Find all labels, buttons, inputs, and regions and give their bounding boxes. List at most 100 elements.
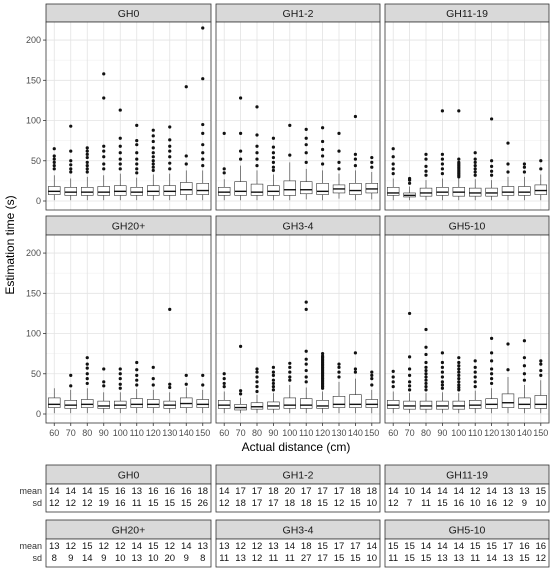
- outlier-point: [473, 157, 477, 161]
- box-130: [163, 307, 176, 414]
- outlier-point: [201, 157, 205, 161]
- box-iqr: [196, 399, 209, 408]
- panel-GH5-10: GH5-10 60 70 80 90 100 110 120 130 140 150: [384, 215, 550, 438]
- box-iqr: [518, 186, 531, 196]
- table-strip-label: GH3-4: [283, 524, 314, 536]
- shared-axes: Estimation time (s) Actual distance (cm): [3, 195, 350, 454]
- sd-value: 15: [148, 498, 159, 509]
- box-80: [419, 152, 433, 201]
- mean-value: 13: [131, 486, 142, 497]
- outlier-point: [506, 162, 510, 166]
- outlier-point: [118, 144, 122, 148]
- x-tick-label: 110: [299, 428, 313, 438]
- outlier-point: [69, 163, 73, 167]
- outlier-point: [539, 359, 543, 363]
- sd-value: 9: [522, 498, 527, 509]
- outlier-point: [424, 352, 428, 357]
- outlier-point: [271, 165, 275, 169]
- box-120: [485, 336, 498, 414]
- box-70: [403, 311, 416, 414]
- outlier-point: [353, 367, 357, 371]
- mean-value: 17: [235, 486, 246, 497]
- outlier-point: [506, 170, 510, 174]
- outlier-point: [408, 311, 412, 316]
- outlier-point: [522, 162, 527, 166]
- box-130: [501, 141, 515, 201]
- outlier-point: [506, 368, 510, 372]
- box-110: [130, 123, 143, 201]
- mean-value: 14: [454, 541, 465, 552]
- outlier-point: [473, 151, 477, 155]
- mean-value: 15: [98, 486, 109, 497]
- box-iqr: [196, 182, 209, 195]
- box-140: [180, 85, 193, 201]
- x-tick-label: 120: [146, 428, 161, 438]
- x-tick-label: 80: [421, 428, 431, 438]
- box-150: [365, 155, 379, 200]
- outlier-point: [118, 386, 122, 390]
- mean-value: 17: [252, 486, 263, 497]
- outlier-point: [539, 373, 543, 377]
- outlier-point: [271, 388, 275, 392]
- box-140: [518, 162, 531, 201]
- outlier-point: [135, 378, 139, 382]
- outlier-point: [135, 171, 139, 175]
- y-tick-label: 200: [26, 35, 41, 45]
- outlier-point: [135, 368, 139, 372]
- box-iqr: [48, 397, 61, 408]
- outlier-point: [184, 85, 188, 89]
- mean-value: 16: [181, 486, 192, 497]
- table-strip-label: GH20+: [112, 524, 146, 536]
- outlier-point: [135, 143, 139, 147]
- sd-value: 27: [301, 553, 312, 564]
- outlier-point: [337, 370, 341, 374]
- outlier-point: [271, 151, 275, 155]
- mean-value: 14: [421, 486, 432, 497]
- box-120: [316, 352, 329, 414]
- boxplot-panels: GH0 0 50 100 150 200 GH1-2 GH11-19 GH20+ 0 50 100 15…: [26, 3, 550, 438]
- box-iqr: [64, 187, 77, 196]
- box-90: [97, 72, 110, 201]
- outlier-point: [151, 146, 155, 150]
- outlier-point: [102, 149, 106, 153]
- outlier-point: [408, 181, 412, 185]
- outlier-point: [222, 167, 226, 171]
- box-iqr: [485, 187, 498, 197]
- outlier-point: [85, 372, 89, 376]
- outlier-point: [408, 388, 412, 392]
- outlier-point: [184, 162, 188, 166]
- outlier-point: [337, 160, 341, 164]
- outlier-point: [102, 167, 106, 171]
- outlier-point: [440, 370, 444, 374]
- table-body: [215, 538, 381, 568]
- mean-value: 14: [486, 486, 497, 497]
- box-iqr: [436, 187, 449, 196]
- outlier-point: [184, 154, 188, 158]
- box-iqr: [452, 400, 466, 410]
- box-80: [81, 146, 94, 201]
- y-tick-label: 100: [26, 116, 41, 126]
- outlier-point: [337, 131, 341, 136]
- box-iqr: [64, 400, 77, 409]
- outlier-point: [168, 307, 172, 311]
- outlier-point: [151, 159, 155, 163]
- sd-value: 15: [404, 553, 415, 564]
- box-iqr: [97, 186, 110, 196]
- outlier-point: [424, 169, 428, 173]
- outlier-point: [370, 155, 374, 160]
- outlier-point: [424, 360, 428, 365]
- outlier-point: [440, 162, 444, 166]
- box-140: [518, 339, 531, 414]
- box-110: [468, 359, 482, 414]
- outlier-point: [490, 372, 494, 376]
- mean-value: 15: [470, 541, 481, 552]
- outlier-point: [184, 382, 188, 386]
- outlier-point: [168, 382, 172, 386]
- outlier-point: [440, 386, 444, 390]
- panel-background: [385, 22, 549, 210]
- outlier-point: [391, 162, 395, 166]
- box-iqr: [534, 184, 548, 195]
- outlier-point: [288, 378, 292, 382]
- outlier-point: [135, 383, 139, 387]
